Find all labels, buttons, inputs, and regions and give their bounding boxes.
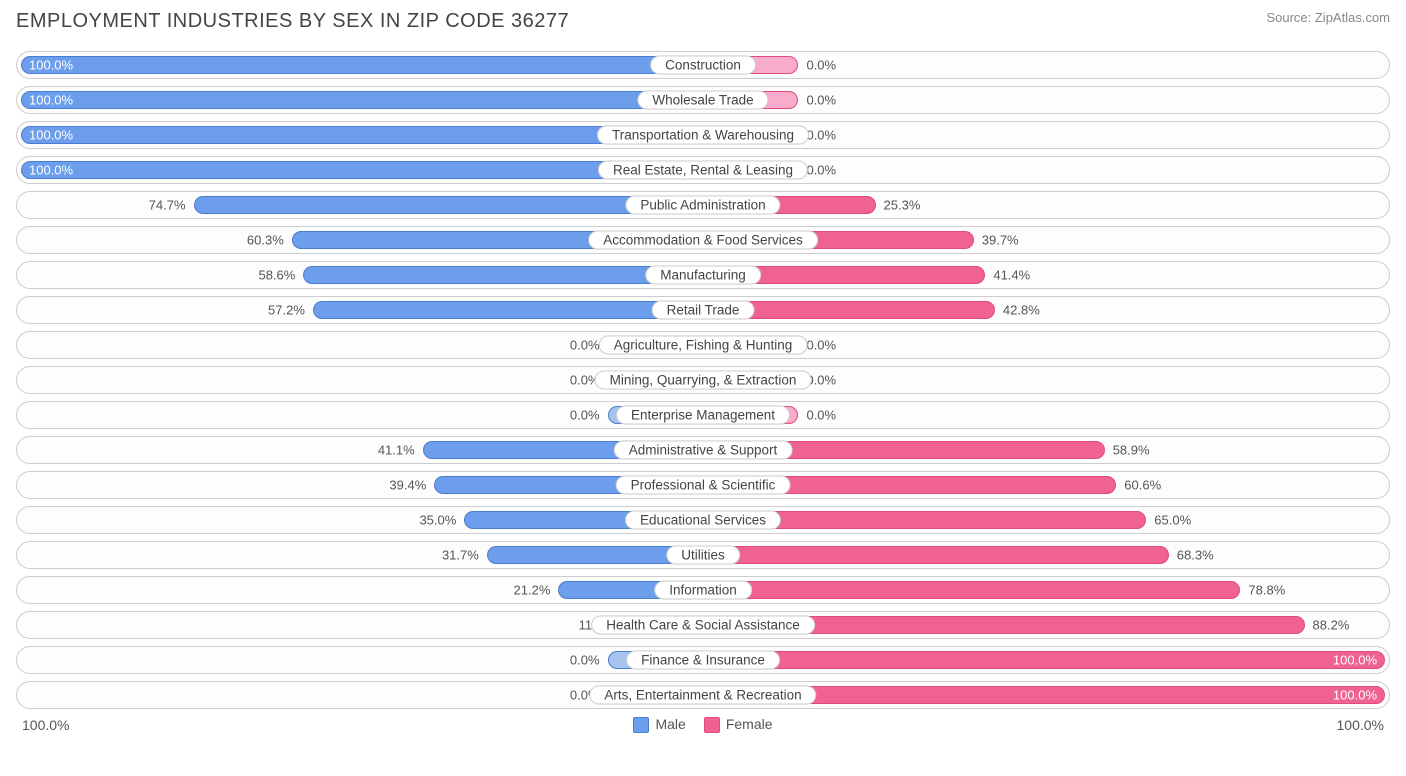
male-pct-label: 21.2% bbox=[514, 583, 551, 598]
male-pct-label: 0.0% bbox=[570, 653, 600, 668]
male-pct-label: 31.7% bbox=[442, 548, 479, 563]
male-pct-label: 100.0% bbox=[29, 93, 73, 108]
category-label: Administrative & Support bbox=[614, 441, 793, 460]
male-bar bbox=[313, 301, 703, 319]
category-label: Professional & Scientific bbox=[616, 476, 791, 495]
chart-row: 57.2% 42.8% Retail Trade bbox=[16, 296, 1390, 324]
male-pct-label: 74.7% bbox=[149, 198, 186, 213]
female-pct-label: 58.9% bbox=[1113, 443, 1150, 458]
female-pct-label: 25.3% bbox=[884, 198, 921, 213]
male-pct-label: 100.0% bbox=[29, 128, 73, 143]
category-label: Arts, Entertainment & Recreation bbox=[589, 686, 816, 705]
chart-row: 100.0% 0.0% Construction bbox=[16, 51, 1390, 79]
legend-swatch-female bbox=[704, 717, 720, 733]
category-label: Educational Services bbox=[625, 511, 781, 530]
male-pct-label: 57.2% bbox=[268, 303, 305, 318]
category-label: Agriculture, Fishing & Hunting bbox=[599, 336, 808, 355]
chart-legend: Male Female bbox=[633, 716, 772, 733]
diverging-bar-chart: 100.0% 0.0% Construction 100.0% 0.0% Wholesal… bbox=[16, 51, 1390, 709]
chart-row: 39.4% 60.6% Professional & Scientific bbox=[16, 471, 1390, 499]
chart-row: 35.0% 65.0% Educational Services bbox=[16, 506, 1390, 534]
chart-row: 41.1% 58.9% Administrative & Support bbox=[16, 436, 1390, 464]
category-label: Wholesale Trade bbox=[637, 91, 768, 110]
female-bar bbox=[703, 581, 1240, 599]
female-pct-label: 68.3% bbox=[1177, 548, 1214, 563]
female-pct-label: 41.4% bbox=[993, 268, 1030, 283]
chart-row: 74.7% 25.3% Public Administration bbox=[16, 191, 1390, 219]
category-label: Enterprise Management bbox=[616, 406, 790, 425]
female-pct-label: 88.2% bbox=[1313, 618, 1350, 633]
chart-axis: 100.0% Male Female 100.0% bbox=[16, 716, 1390, 733]
chart-source: Source: ZipAtlas.com bbox=[1266, 10, 1390, 25]
chart-row: 31.7% 68.3% Utilities bbox=[16, 541, 1390, 569]
legend-item-female: Female bbox=[704, 716, 773, 733]
legend-swatch-male bbox=[633, 717, 649, 733]
category-label: Finance & Insurance bbox=[626, 651, 780, 670]
category-label: Public Administration bbox=[625, 196, 780, 215]
chart-row: 0.0%0.0%Mining, Quarrying, & Extraction bbox=[16, 366, 1390, 394]
chart-row: 11.8%88.2%Health Care & Social Assistanc… bbox=[16, 611, 1390, 639]
female-pct-label: 60.6% bbox=[1124, 478, 1161, 493]
chart-row: 0.0% 0.0%Agriculture, Fishing & Hunting bbox=[16, 331, 1390, 359]
female-pct-label: 0.0% bbox=[806, 93, 836, 108]
chart-row: 21.2% 78.8% Information bbox=[16, 576, 1390, 604]
female-pct-label: 0.0% bbox=[806, 163, 836, 178]
chart-row: 0.0%100.0%Arts, Entertainment & Recreati… bbox=[16, 681, 1390, 709]
axis-left-label: 100.0% bbox=[22, 717, 69, 733]
female-pct-label: 0.0% bbox=[806, 58, 836, 73]
male-pct-label: 35.0% bbox=[419, 513, 456, 528]
axis-right-label: 100.0% bbox=[1337, 717, 1384, 733]
female-pct-label: 65.0% bbox=[1154, 513, 1191, 528]
chart-row: 100.0% 0.0%Transportation & Warehousing bbox=[16, 121, 1390, 149]
female-pct-label: 0.0% bbox=[806, 128, 836, 143]
category-label: Construction bbox=[650, 56, 756, 75]
chart-row: 0.0% 0.0% Enterprise Management bbox=[16, 401, 1390, 429]
male-pct-label: 100.0% bbox=[29, 58, 73, 73]
chart-title: EMPLOYMENT INDUSTRIES BY SEX IN ZIP CODE… bbox=[16, 10, 569, 33]
female-pct-label: 0.0% bbox=[806, 408, 836, 423]
chart-row: 0.0% 100.0% Finance & Insurance bbox=[16, 646, 1390, 674]
male-bar bbox=[21, 56, 703, 74]
category-label: Manufacturing bbox=[645, 266, 761, 285]
female-pct-label: 0.0% bbox=[806, 338, 836, 353]
category-label: Information bbox=[654, 581, 752, 600]
male-pct-label: 0.0% bbox=[570, 408, 600, 423]
legend-item-male: Male bbox=[633, 716, 685, 733]
female-bar bbox=[703, 546, 1169, 564]
female-pct-label: 39.7% bbox=[982, 233, 1019, 248]
chart-row: 58.6% 41.4% Manufacturing bbox=[16, 261, 1390, 289]
female-bar bbox=[703, 651, 1385, 669]
chart-row: 60.3% 39.7% Accommodation & Food Services bbox=[16, 226, 1390, 254]
chart-row: 100.0% 0.0%Real Estate, Rental & Leasing bbox=[16, 156, 1390, 184]
male-bar bbox=[303, 266, 703, 284]
chart-header: EMPLOYMENT INDUSTRIES BY SEX IN ZIP CODE… bbox=[16, 10, 1390, 33]
category-label: Accommodation & Food Services bbox=[588, 231, 818, 250]
male-pct-label: 39.4% bbox=[389, 478, 426, 493]
category-label: Retail Trade bbox=[652, 301, 755, 320]
category-label: Transportation & Warehousing bbox=[597, 126, 809, 145]
chart-row: 100.0% 0.0% Wholesale Trade bbox=[16, 86, 1390, 114]
category-label: Mining, Quarrying, & Extraction bbox=[595, 371, 812, 390]
legend-label-male: Male bbox=[655, 716, 685, 732]
legend-label-female: Female bbox=[726, 716, 773, 732]
female-pct-label: 42.8% bbox=[1003, 303, 1040, 318]
category-label: Real Estate, Rental & Leasing bbox=[598, 161, 808, 180]
female-pct-label: 78.8% bbox=[1248, 583, 1285, 598]
male-pct-label: 100.0% bbox=[29, 163, 73, 178]
female-pct-label: 100.0% bbox=[1333, 688, 1377, 703]
male-pct-label: 0.0% bbox=[570, 338, 600, 353]
category-label: Health Care & Social Assistance bbox=[591, 616, 815, 635]
female-pct-label: 100.0% bbox=[1333, 653, 1377, 668]
male-pct-label: 60.3% bbox=[247, 233, 284, 248]
male-bar bbox=[21, 91, 703, 109]
category-label: Utilities bbox=[666, 546, 740, 565]
male-pct-label: 58.6% bbox=[258, 268, 295, 283]
male-pct-label: 41.1% bbox=[378, 443, 415, 458]
